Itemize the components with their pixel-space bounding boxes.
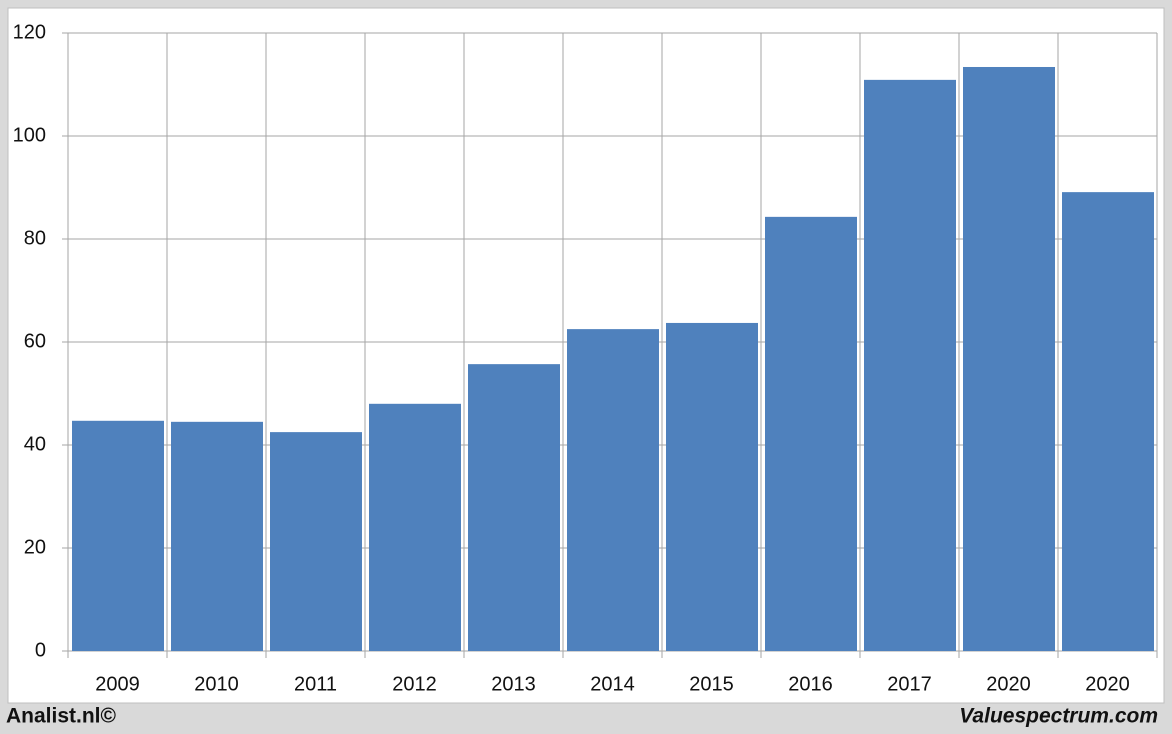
y-tick-label: 120 — [13, 21, 46, 43]
x-tick-label: 2014 — [590, 673, 635, 695]
bar — [963, 66, 1055, 652]
bar — [666, 322, 758, 651]
y-tick-label: 80 — [24, 227, 46, 249]
x-tick-label: 2009 — [95, 673, 140, 695]
bar — [171, 421, 263, 651]
x-tick-label: 2017 — [887, 673, 932, 695]
bar — [270, 432, 362, 651]
y-tick-label: 60 — [24, 330, 46, 352]
x-tick-label: 2015 — [689, 673, 734, 695]
bar — [1062, 192, 1154, 651]
bar — [765, 216, 857, 652]
footer-left: Analist.nl© — [6, 705, 117, 728]
x-tick-label: 2013 — [491, 673, 536, 695]
bar — [468, 364, 560, 651]
x-tick-label: 2012 — [392, 673, 437, 695]
x-tick-label: 2020 — [1085, 673, 1130, 695]
footer-right: Valuespectrum.com — [959, 705, 1158, 728]
y-tick-label: 100 — [13, 124, 46, 146]
y-tick-label: 40 — [24, 433, 46, 455]
x-tick-label: 2016 — [788, 673, 833, 695]
bar — [567, 329, 659, 651]
y-tick-label: 0 — [35, 639, 46, 661]
bar — [369, 403, 461, 651]
bar — [72, 420, 164, 651]
x-tick-label: 2010 — [194, 673, 239, 695]
x-tick-label: 2011 — [294, 673, 337, 695]
x-tick-label: 2020 — [986, 673, 1031, 695]
y-tick-label: 20 — [24, 536, 46, 558]
bar — [864, 79, 956, 652]
